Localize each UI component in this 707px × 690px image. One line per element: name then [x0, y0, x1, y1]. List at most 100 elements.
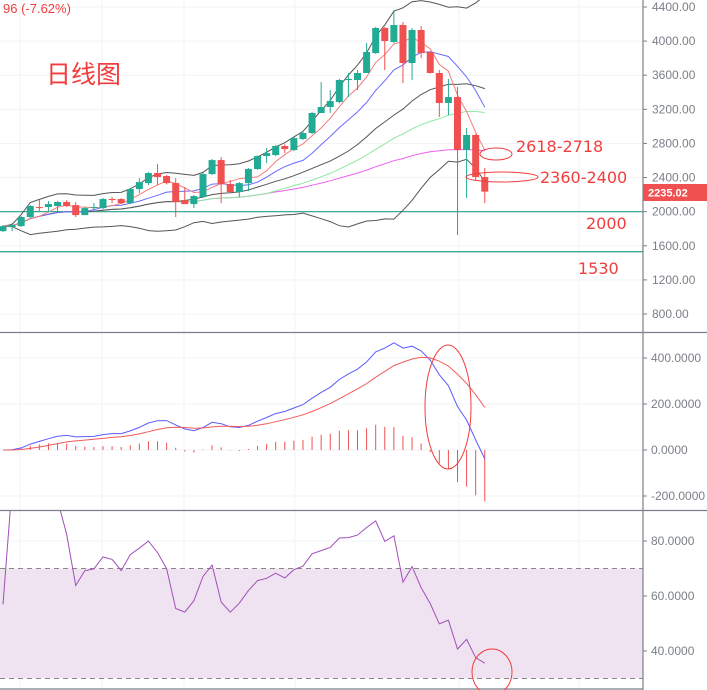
candle[interactable]: [290, 137, 298, 152]
candle[interactable]: [181, 187, 189, 205]
macd-cross-ellipse: [424, 344, 472, 470]
candle-body: [26, 206, 34, 218]
candle[interactable]: [226, 180, 234, 193]
candle[interactable]: [172, 178, 180, 218]
level-label-2000: 2000: [586, 214, 627, 233]
candle-body: [135, 182, 143, 190]
candle[interactable]: [126, 187, 134, 204]
rsi-tick-label: 40.0000: [651, 644, 695, 658]
candle[interactable]: [81, 207, 89, 216]
candle[interactable]: [272, 145, 280, 157]
macd-tick-label: 400.0000: [651, 351, 701, 365]
candle-body: [372, 27, 380, 54]
candle-body: [254, 156, 262, 170]
candle-body: [163, 176, 171, 184]
candle-body: [263, 153, 271, 157]
candle-body: [199, 174, 207, 198]
candle[interactable]: [435, 70, 443, 118]
macd-panel[interactable]: [2, 342, 486, 502]
candle-body: [8, 225, 16, 228]
candle-body: [244, 169, 252, 184]
bollinger-upper-line: [2, 0, 481, 227]
candle[interactable]: [144, 172, 152, 186]
candle[interactable]: [381, 27, 389, 71]
candle[interactable]: [426, 51, 434, 74]
candle[interactable]: [235, 182, 243, 198]
candle-body: [217, 160, 225, 185]
candle-body: [417, 30, 425, 54]
candle[interactable]: [190, 195, 198, 209]
candle[interactable]: [8, 223, 16, 232]
candle[interactable]: [99, 198, 107, 210]
annotation-2360-2400: 2360-2400: [465, 168, 627, 187]
candle[interactable]: [44, 201, 52, 213]
last-price-text: 2235.02: [648, 188, 688, 200]
candle[interactable]: [408, 27, 416, 80]
rsi-line: [2, 511, 486, 664]
rsi-tick-label: 80.0000: [651, 534, 695, 548]
candle-body: [363, 52, 371, 74]
candle[interactable]: [108, 197, 116, 204]
rsi-panel[interactable]: [2, 486, 486, 664]
last-price-box: [643, 184, 707, 201]
candle-body: [326, 101, 334, 108]
candle-body: [281, 146, 289, 150]
candle-body: [354, 73, 362, 80]
candle[interactable]: [326, 90, 334, 114]
candle[interactable]: [308, 111, 316, 135]
price-change-text: 96 (-7.62%): [3, 1, 71, 16]
candle-body: [381, 27, 389, 42]
candle[interactable]: [472, 134, 480, 181]
candle[interactable]: [0, 225, 7, 233]
candle[interactable]: [299, 131, 307, 141]
price-panel[interactable]: [0, 0, 489, 236]
rsi-tick-label: 60.0000: [651, 589, 695, 603]
candle[interactable]: [63, 200, 71, 208]
candle[interactable]: [363, 42, 371, 74]
candle[interactable]: [399, 22, 407, 83]
candle-body: [290, 138, 298, 151]
candle-body: [408, 30, 416, 64]
annotation-ellipse: [465, 171, 539, 183]
candle-body: [435, 73, 443, 104]
candle[interactable]: [254, 155, 262, 170]
candle-body: [481, 177, 489, 192]
candle[interactable]: [344, 73, 352, 98]
candle[interactable]: [390, 9, 398, 43]
candle[interactable]: [163, 175, 171, 185]
last-price-label: 2235.02: [643, 184, 707, 201]
candle[interactable]: [263, 148, 271, 164]
candle[interactable]: [154, 164, 162, 186]
candle[interactable]: [372, 27, 380, 54]
candle[interactable]: [335, 78, 343, 104]
candle[interactable]: [72, 202, 80, 218]
candle[interactable]: [317, 82, 325, 114]
candle[interactable]: [54, 201, 62, 213]
candle-body: [272, 146, 280, 156]
candle[interactable]: [199, 173, 207, 199]
candle[interactable]: [208, 159, 216, 176]
candle[interactable]: [417, 26, 425, 58]
candle[interactable]: [281, 144, 289, 154]
candle[interactable]: [26, 205, 34, 219]
candle[interactable]: [354, 70, 362, 91]
candle[interactable]: [244, 168, 252, 192]
candle[interactable]: [217, 157, 225, 204]
candle[interactable]: [90, 203, 98, 212]
annotation-2618-2718: 2618-2718: [479, 137, 603, 161]
candle-body: [72, 205, 80, 216]
candle[interactable]: [35, 200, 43, 213]
candle[interactable]: [454, 86, 461, 236]
bollinger-lower-line: [2, 158, 486, 236]
candle[interactable]: [17, 215, 25, 228]
candle-body: [108, 199, 116, 201]
rsi-oversold-circle: [471, 648, 513, 690]
candle[interactable]: [135, 178, 143, 194]
candle[interactable]: [117, 198, 125, 204]
candle[interactable]: [463, 128, 471, 199]
candle[interactable]: [481, 168, 489, 204]
level-lines: [0, 211, 643, 679]
candle[interactable]: [444, 78, 452, 116]
